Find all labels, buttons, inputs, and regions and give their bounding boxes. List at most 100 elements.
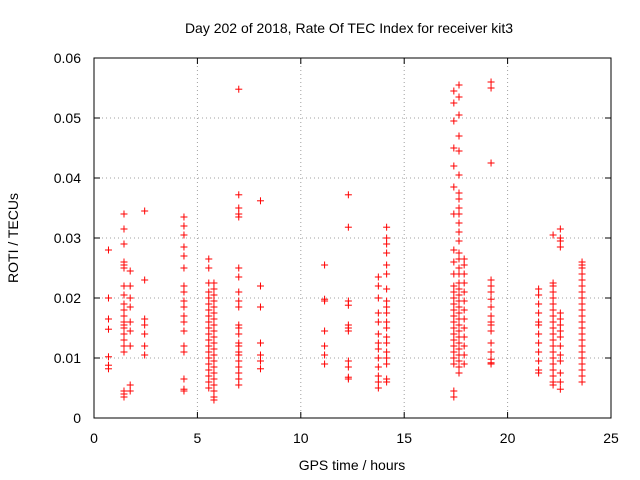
data-point <box>374 309 382 317</box>
data-point <box>450 348 458 356</box>
data-point <box>321 297 329 305</box>
data-point <box>578 318 586 326</box>
data-point <box>180 252 188 260</box>
data-point <box>460 270 468 278</box>
data-point <box>321 327 329 335</box>
data-point <box>549 366 557 374</box>
data-point <box>556 243 564 251</box>
data-point <box>556 309 564 317</box>
data-point <box>256 282 264 290</box>
data-point <box>556 351 564 359</box>
data-point <box>383 354 391 362</box>
data-point <box>344 223 352 231</box>
data-point <box>235 369 243 377</box>
data-point <box>235 264 243 272</box>
data-point <box>344 327 352 335</box>
data-point <box>578 354 586 362</box>
data-point <box>374 378 382 386</box>
data-point <box>256 351 264 359</box>
data-point <box>205 312 213 320</box>
data-point <box>450 144 458 152</box>
data-point <box>104 315 112 323</box>
data-point <box>210 279 218 287</box>
data-point <box>126 381 134 389</box>
data-point <box>180 288 188 296</box>
data-point <box>120 324 128 332</box>
data-point <box>455 204 463 212</box>
data-point <box>549 318 557 326</box>
data-point <box>235 213 243 221</box>
data-point <box>487 276 495 284</box>
data-point <box>578 336 586 344</box>
data-point <box>383 270 391 278</box>
data-point <box>556 385 564 393</box>
data-point <box>578 378 586 386</box>
data-point <box>235 351 243 359</box>
x-tick-label: 0 <box>90 430 98 446</box>
data-point <box>383 348 391 356</box>
data-point <box>180 312 188 320</box>
data-point <box>549 306 557 314</box>
data-point <box>487 339 495 347</box>
data-point <box>578 294 586 302</box>
data-point <box>487 348 495 356</box>
data-point <box>120 282 128 290</box>
data-point <box>383 318 391 326</box>
data-point <box>120 300 128 308</box>
data-point <box>383 297 391 305</box>
data-point <box>450 288 458 296</box>
data-point <box>374 372 382 380</box>
y-tick-label: 0.01 <box>54 350 81 366</box>
data-point <box>487 288 495 296</box>
data-point <box>383 285 391 293</box>
data-point <box>460 342 468 350</box>
data-point <box>141 351 149 359</box>
data-point <box>210 387 218 395</box>
data-point <box>450 393 458 401</box>
data-point <box>383 303 391 311</box>
data-point <box>180 303 188 311</box>
data-point <box>460 261 468 269</box>
data-point <box>549 282 557 290</box>
data-point <box>450 330 458 338</box>
data-point <box>383 324 391 332</box>
data-point <box>455 237 463 245</box>
data-point <box>383 249 391 257</box>
data-point <box>180 264 188 272</box>
data-point <box>141 276 149 284</box>
data-point <box>235 303 243 311</box>
data-point <box>180 222 188 230</box>
data-point <box>210 285 218 293</box>
data-point <box>210 333 218 341</box>
data-point <box>120 264 128 272</box>
data-point <box>549 312 557 320</box>
data-points <box>104 78 586 404</box>
data-point <box>487 159 495 167</box>
data-point <box>487 327 495 335</box>
data-point <box>455 291 463 299</box>
data-point <box>205 300 213 308</box>
data-point <box>374 345 382 353</box>
y-tick-label: 0 <box>73 410 81 426</box>
data-point <box>235 342 243 350</box>
data-point <box>210 357 218 365</box>
data-point <box>205 342 213 350</box>
data-point <box>549 336 557 344</box>
data-point <box>383 339 391 347</box>
data-point <box>344 191 352 199</box>
data-point <box>210 327 218 335</box>
data-point <box>455 264 463 272</box>
data-point <box>205 306 213 314</box>
data-point <box>210 303 218 311</box>
data-point <box>104 325 112 333</box>
data-point <box>549 342 557 350</box>
data-point <box>104 294 112 302</box>
data-point <box>141 342 149 350</box>
data-point <box>120 393 128 401</box>
data-point <box>455 171 463 179</box>
data-point <box>455 132 463 140</box>
data-point <box>235 273 243 281</box>
data-point <box>578 342 586 350</box>
data-point <box>578 270 586 278</box>
